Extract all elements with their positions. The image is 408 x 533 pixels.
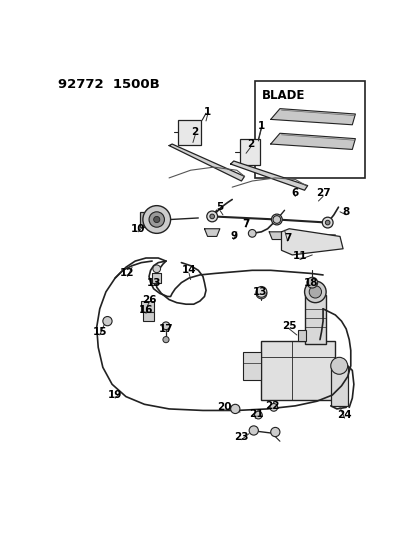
Text: 15: 15 (93, 327, 107, 337)
Polygon shape (271, 133, 355, 149)
Text: 12: 12 (120, 269, 135, 278)
Circle shape (256, 288, 267, 299)
Text: 5: 5 (216, 202, 224, 212)
Polygon shape (320, 235, 335, 243)
Circle shape (307, 277, 318, 288)
Text: 7: 7 (242, 219, 250, 229)
Polygon shape (204, 229, 220, 237)
Text: 16: 16 (139, 305, 153, 316)
Text: 17: 17 (159, 324, 173, 334)
Bar (143, 312, 154, 321)
Text: 13: 13 (253, 287, 267, 297)
Polygon shape (152, 273, 161, 282)
Circle shape (149, 212, 164, 227)
Text: 2: 2 (192, 127, 199, 137)
Text: 13: 13 (146, 278, 161, 288)
Circle shape (256, 287, 267, 297)
Text: 2: 2 (247, 139, 254, 149)
Circle shape (210, 214, 215, 219)
Text: 14: 14 (182, 265, 196, 276)
Text: 1: 1 (258, 120, 265, 131)
Circle shape (270, 403, 277, 411)
Circle shape (143, 206, 171, 233)
Circle shape (207, 211, 217, 222)
Text: 8: 8 (343, 207, 350, 217)
Circle shape (305, 281, 326, 303)
Bar (243, 352, 262, 379)
Circle shape (103, 317, 112, 326)
Text: 18: 18 (304, 278, 318, 288)
Bar (255, 81, 365, 178)
Circle shape (271, 214, 282, 225)
Circle shape (271, 427, 280, 437)
Polygon shape (269, 232, 284, 239)
Circle shape (325, 220, 330, 225)
Circle shape (249, 426, 258, 435)
Text: 1: 1 (204, 107, 211, 117)
Circle shape (163, 336, 169, 343)
Bar (305, 295, 326, 344)
Bar (331, 366, 348, 406)
Polygon shape (271, 109, 355, 125)
Text: 9: 9 (230, 231, 237, 241)
Bar (177, 120, 201, 145)
Text: 19: 19 (108, 390, 122, 400)
Circle shape (273, 216, 281, 223)
Bar (262, 341, 335, 400)
Bar (140, 212, 157, 227)
Circle shape (248, 230, 256, 237)
Polygon shape (282, 229, 343, 255)
Text: 20: 20 (217, 402, 232, 413)
Text: 27: 27 (316, 188, 330, 198)
Circle shape (231, 405, 240, 414)
Polygon shape (169, 144, 244, 181)
Text: 6: 6 (292, 188, 299, 198)
Text: 24: 24 (337, 410, 352, 420)
Text: 7: 7 (284, 233, 291, 243)
Circle shape (255, 411, 262, 419)
Text: 25: 25 (282, 321, 297, 331)
Circle shape (154, 216, 160, 223)
Circle shape (153, 265, 161, 273)
Text: 22: 22 (265, 401, 279, 411)
Text: 11: 11 (293, 252, 307, 262)
Text: 21: 21 (250, 408, 264, 418)
Polygon shape (231, 161, 308, 190)
Text: 92772  1500B: 92772 1500B (58, 78, 160, 91)
Text: 26: 26 (142, 295, 156, 304)
Bar (298, 330, 306, 341)
Text: 10: 10 (131, 224, 146, 234)
Circle shape (275, 217, 279, 222)
Circle shape (322, 217, 333, 228)
Bar (141, 301, 154, 312)
Circle shape (331, 357, 348, 374)
Bar (240, 140, 260, 165)
Circle shape (162, 322, 170, 329)
Circle shape (309, 286, 322, 298)
Text: 23: 23 (234, 432, 249, 442)
Text: BLADE: BLADE (262, 88, 305, 102)
